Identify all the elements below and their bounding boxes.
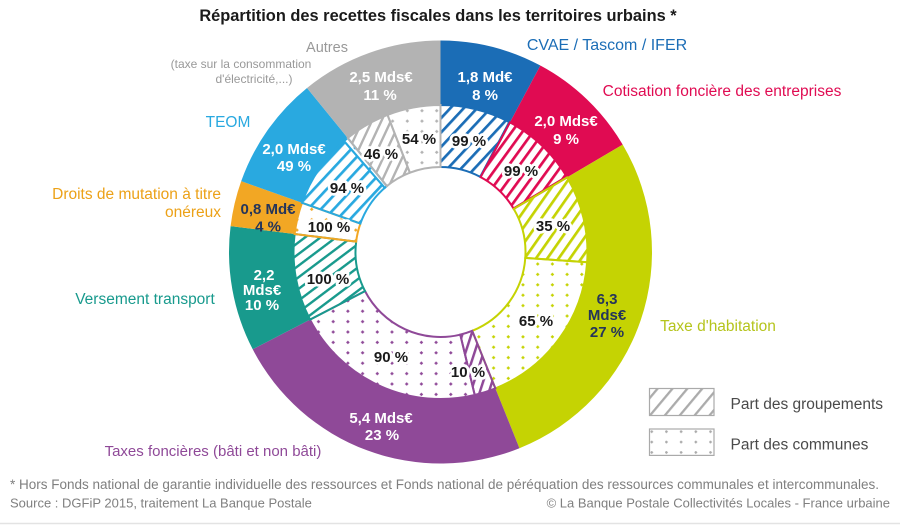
svg-text:6,3: 6,3 (597, 291, 618, 308)
svg-text:8 %: 8 % (472, 87, 498, 104)
svg-text:10 %: 10 % (245, 297, 279, 314)
svg-text:99 %: 99 % (504, 163, 538, 180)
svg-text:Cotisation foncière des entrep: Cotisation foncière des entreprises (603, 83, 842, 100)
svg-text:Répartition des recettes fisca: Répartition des recettes fiscales dans l… (199, 7, 677, 25)
svg-text:2,0 Mds€: 2,0 Mds€ (534, 113, 598, 130)
svg-text:Taxe d'habitation: Taxe d'habitation (660, 318, 776, 335)
svg-text:Mds€: Mds€ (588, 307, 627, 324)
svg-text:11 %: 11 % (363, 87, 396, 104)
svg-text:TEOM: TEOM (206, 114, 251, 131)
svg-text:49 %: 49 % (277, 158, 311, 175)
svg-text:27 %: 27 % (590, 324, 624, 341)
svg-text:0,8 Md€: 0,8 Md€ (240, 201, 296, 218)
svg-text:Source : DGFiP 2015, traitemen: Source : DGFiP 2015, traitement La Banqu… (10, 496, 312, 511)
svg-text:23 %: 23 % (365, 427, 399, 444)
svg-text:onéreux: onéreux (165, 204, 221, 221)
svg-text:Taxes foncières (bâti et non b: Taxes foncières (bâti et non bâti) (105, 443, 322, 460)
svg-text:(taxe sur la consommation: (taxe sur la consommation (171, 57, 312, 71)
svg-text:9 %: 9 % (553, 131, 579, 148)
svg-text:5,4 Mds€: 5,4 Mds€ (349, 410, 413, 427)
svg-text:99 %: 99 % (452, 133, 486, 150)
svg-text:2,0 Mds€: 2,0 Mds€ (262, 141, 326, 158)
svg-text:90 %: 90 % (374, 349, 408, 366)
svg-text:Part des groupements: Part des groupements (731, 396, 884, 413)
svg-text:54 %: 54 % (402, 131, 436, 148)
svg-text:© La Banque Postale Collectivi: © La Banque Postale Collectivités Locale… (547, 496, 890, 511)
svg-text:100 %: 100 % (308, 219, 351, 236)
svg-text:2,2: 2,2 (254, 267, 275, 284)
svg-text:35 %: 35 % (536, 218, 570, 235)
svg-text:1,8 Md€: 1,8 Md€ (457, 69, 513, 86)
svg-text:* Hors Fonds national de garan: * Hors Fonds national de garantie indivi… (10, 477, 879, 492)
svg-text:Part des communes: Part des communes (731, 437, 869, 454)
svg-text:65 %: 65 % (519, 313, 553, 330)
svg-text:d'électricité,...): d'électricité,...) (216, 72, 293, 86)
svg-text:Versement transport: Versement transport (75, 291, 215, 308)
svg-text:46 %: 46 % (364, 146, 398, 163)
svg-text:100 %: 100 % (307, 271, 350, 288)
svg-text:94 %: 94 % (330, 180, 364, 197)
svg-text:Droits de mutation à titre: Droits de mutation à titre (52, 186, 221, 203)
svg-text:CVAE / Tascom / IFER: CVAE / Tascom / IFER (527, 37, 687, 54)
svg-text:Autres: Autres (306, 40, 348, 56)
svg-text:Mds€: Mds€ (243, 282, 282, 299)
svg-text:10 %: 10 % (451, 364, 485, 381)
svg-text:4 %: 4 % (255, 219, 281, 236)
svg-text:2,5 Mds€: 2,5 Mds€ (349, 69, 413, 86)
